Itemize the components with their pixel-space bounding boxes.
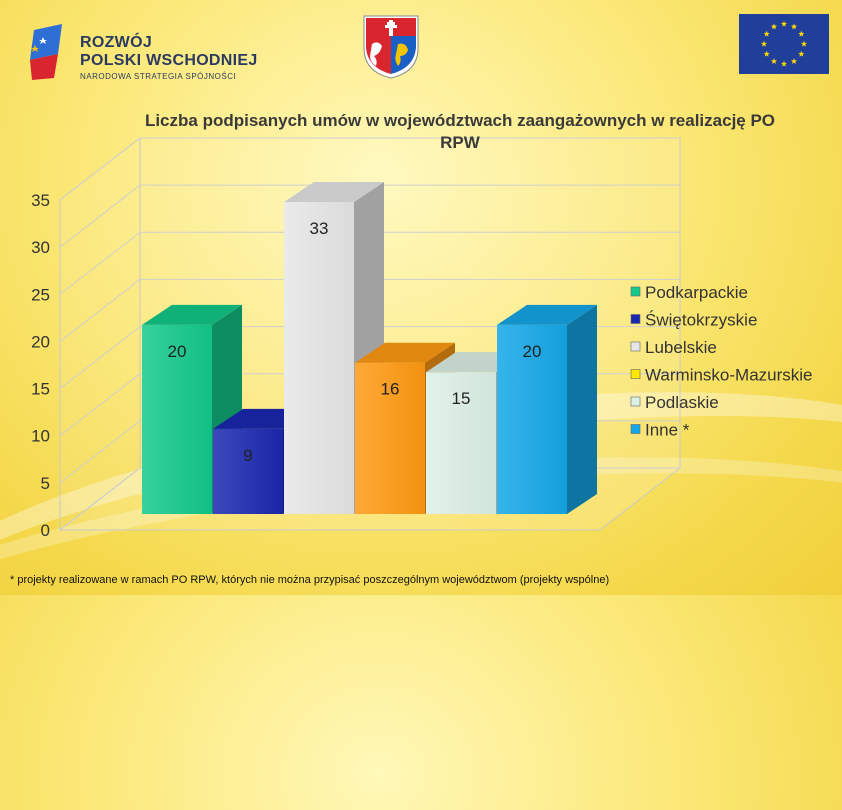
- bar: 20: [497, 304, 597, 514]
- legend-label: Podkarpackie: [645, 283, 748, 302]
- eu-star-icon: [763, 30, 770, 37]
- bar-top: [142, 304, 242, 325]
- bar-value-label: 20: [523, 342, 542, 361]
- gridline: [59, 278, 680, 342]
- bar-front: [284, 202, 354, 514]
- rpw-flag-icon: [30, 24, 62, 80]
- legend-label: Inne *: [645, 421, 690, 440]
- legend-label: Warminsko-Mazurskie: [645, 366, 813, 385]
- bar-top: [497, 304, 597, 325]
- legend-label: Podlaskie: [645, 393, 719, 412]
- eu-star-icon: [780, 60, 788, 67]
- y-axis-ticks: 0 5 10 15 20 25 30 35: [31, 191, 50, 540]
- bar-value-label: 15: [452, 389, 471, 408]
- y-tick-label: 0: [41, 521, 50, 540]
- bar-value-label: 20: [168, 342, 187, 361]
- legend-label: Świętokrzyskie: [645, 311, 757, 330]
- chart-side-wall: [59, 136, 141, 532]
- coat-of-arms-icon: [363, 15, 419, 79]
- eu-star-icon: [790, 23, 798, 30]
- legend-swatch: [630, 369, 641, 379]
- bar-value-label: 33: [310, 219, 329, 238]
- y-tick-label: 5: [41, 474, 50, 493]
- rpw-logo-line2: POLSKI WSCHODNIEJ: [80, 52, 258, 69]
- bar-front: [355, 362, 425, 514]
- eu-star-icon: [770, 58, 778, 64]
- eu-star-icon: [798, 50, 805, 57]
- chart-legend: Podkarpackie Świętokrzyskie Lubelskie Warmi…: [630, 283, 813, 440]
- eu-star-icon: [780, 20, 788, 27]
- gridline: [59, 184, 680, 248]
- bar-value-label: 16: [381, 380, 400, 399]
- legend-swatch: [630, 424, 641, 434]
- bar-value-label: 9: [243, 446, 252, 465]
- bar-front: [142, 324, 212, 514]
- rpw-logo-subtitle: NARODOWA STRATEGIA SPÓJNOŚCI: [80, 72, 237, 81]
- legend-swatch: [630, 341, 641, 352]
- y-tick-label: 15: [31, 380, 50, 399]
- eu-flag-icon: [739, 14, 829, 74]
- rpw-logo-line1: ROZWÓJ: [80, 34, 153, 51]
- gridline: [59, 231, 680, 295]
- y-tick-label: 25: [31, 285, 50, 304]
- eu-star-icon: [760, 40, 768, 47]
- bar-chart: 0 5 10 15 20 25 30 35 20 9 33 16 15 20 Podkarpackie Ś…: [31, 136, 813, 540]
- chart-title: Liczba podpisanych umów w województwach …: [144, 111, 776, 152]
- eu-star-icon: [763, 50, 770, 57]
- y-tick-label: 20: [31, 332, 50, 351]
- footnote: * projekty realizowane w ramach PO RPW, …: [10, 574, 610, 586]
- eu-star-icon: [800, 40, 808, 47]
- y-tick-label: 30: [31, 238, 50, 257]
- gridline: [59, 137, 680, 201]
- legend-swatch: [630, 286, 641, 297]
- eu-star-icon: [790, 58, 798, 64]
- bar-front: [213, 428, 283, 514]
- legend-swatch: [630, 314, 641, 324]
- bar-side: [567, 304, 597, 514]
- rpw-logo-title: ROZWÓJ POLSKI WSCHODNIEJ: [80, 34, 258, 70]
- bar-front: [426, 372, 496, 514]
- eu-star-icon: [798, 30, 805, 37]
- eu-star-icon: [770, 23, 778, 30]
- bar-front: [497, 324, 567, 514]
- bar-top: [355, 342, 455, 363]
- y-tick-label: 35: [31, 191, 50, 210]
- bar: 20: [142, 304, 242, 514]
- legend-label: Lubelskie: [645, 338, 717, 357]
- bar-top: [284, 182, 384, 202]
- rozwoj-polski-wschodniej-logo: ROZWÓJ POLSKI WSCHODNIEJ NARODOWA STRATE…: [28, 22, 258, 86]
- chart-bars: 20 9 33 16 15 20: [142, 182, 597, 514]
- legend-swatch: [630, 396, 641, 407]
- y-tick-label: 10: [31, 427, 50, 446]
